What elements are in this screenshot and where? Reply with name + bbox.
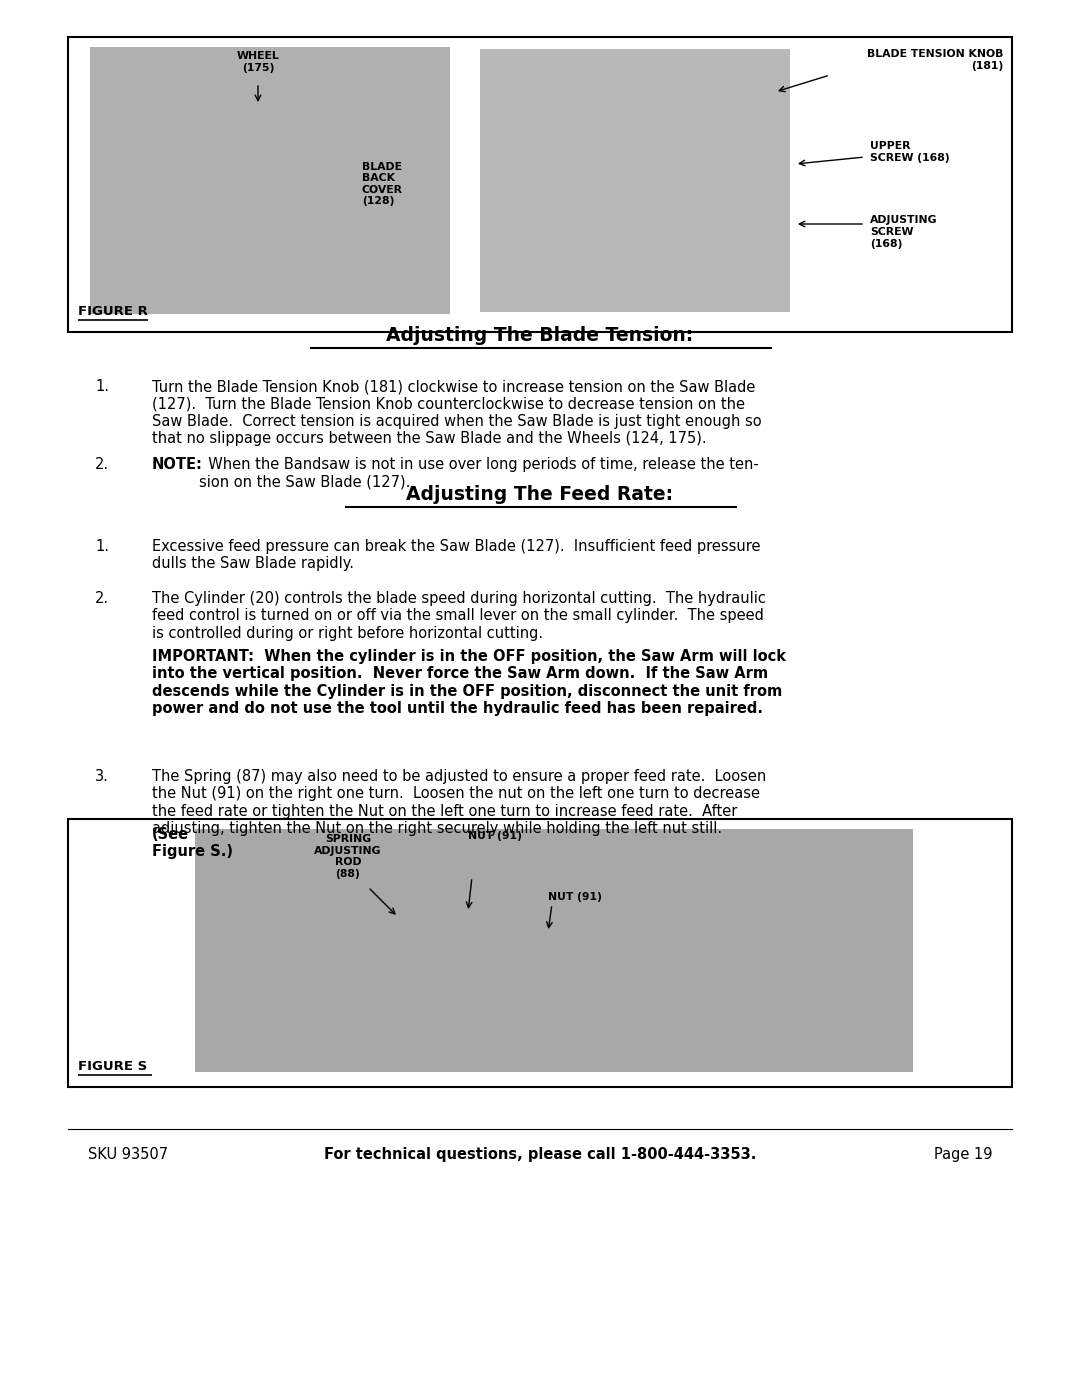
Text: BLADE TENSION KNOB
(181): BLADE TENSION KNOB (181): [866, 49, 1003, 71]
Text: (See
Figure S.): (See Figure S.): [152, 827, 233, 859]
Text: SKU 93507: SKU 93507: [87, 1147, 168, 1162]
Text: The Spring (87) may also need to be adjusted to ensure a proper feed rate.  Loos: The Spring (87) may also need to be adju…: [152, 768, 766, 837]
Text: 1.: 1.: [95, 539, 109, 555]
Text: NOTE:: NOTE:: [152, 457, 203, 472]
Bar: [68, 819, 1012, 1087]
Text: Excessive feed pressure can break the Saw Blade (127).  Insufficient feed pressu: Excessive feed pressure can break the Sa…: [152, 539, 760, 571]
Text: UPPER
SCREW (168): UPPER SCREW (168): [870, 141, 949, 163]
Text: BLADE
BACK
COVER
(128): BLADE BACK COVER (128): [362, 162, 403, 207]
Text: Page 19: Page 19: [933, 1147, 993, 1162]
Bar: [90, 47, 450, 314]
Text: 2.: 2.: [95, 457, 109, 472]
Text: 2.: 2.: [95, 591, 109, 606]
Text: Adjusting The Feed Rate:: Adjusting The Feed Rate:: [406, 485, 674, 504]
Text: 1.: 1.: [95, 379, 109, 394]
Text: The Cylinder (20) controls the blade speed during horizontal cutting.  The hydra: The Cylinder (20) controls the blade spe…: [152, 591, 766, 641]
Text: NUT (91): NUT (91): [468, 831, 522, 841]
Bar: [480, 49, 789, 312]
Text: For technical questions, please call 1-800-444-3353.: For technical questions, please call 1-8…: [324, 1147, 756, 1162]
Text: WHEEL
(175): WHEEL (175): [237, 52, 280, 73]
Text: ADJUSTING
SCREW
(168): ADJUSTING SCREW (168): [870, 215, 937, 249]
Text: NUT (91): NUT (91): [548, 893, 602, 902]
Text: 3.: 3.: [95, 768, 109, 784]
Text: SPRING
ADJUSTING
ROD
(88): SPRING ADJUSTING ROD (88): [314, 834, 381, 879]
Text: Adjusting The Blade Tension:: Adjusting The Blade Tension:: [387, 326, 693, 345]
Bar: [195, 828, 913, 1071]
Text: Turn the Blade Tension Knob (181) clockwise to increase tension on the Saw Blade: Turn the Blade Tension Knob (181) clockw…: [152, 379, 761, 446]
Text: FIGURE S: FIGURE S: [78, 1060, 147, 1073]
Text: FIGURE R: FIGURE R: [78, 305, 148, 319]
Bar: [68, 36, 1012, 332]
Text: IMPORTANT:  When the cylinder is in the OFF position, the Saw Arm will lock
into: IMPORTANT: When the cylinder is in the O…: [152, 650, 786, 717]
Text: When the Bandsaw is not in use over long periods of time, release the ten-
sion : When the Bandsaw is not in use over long…: [199, 457, 759, 489]
